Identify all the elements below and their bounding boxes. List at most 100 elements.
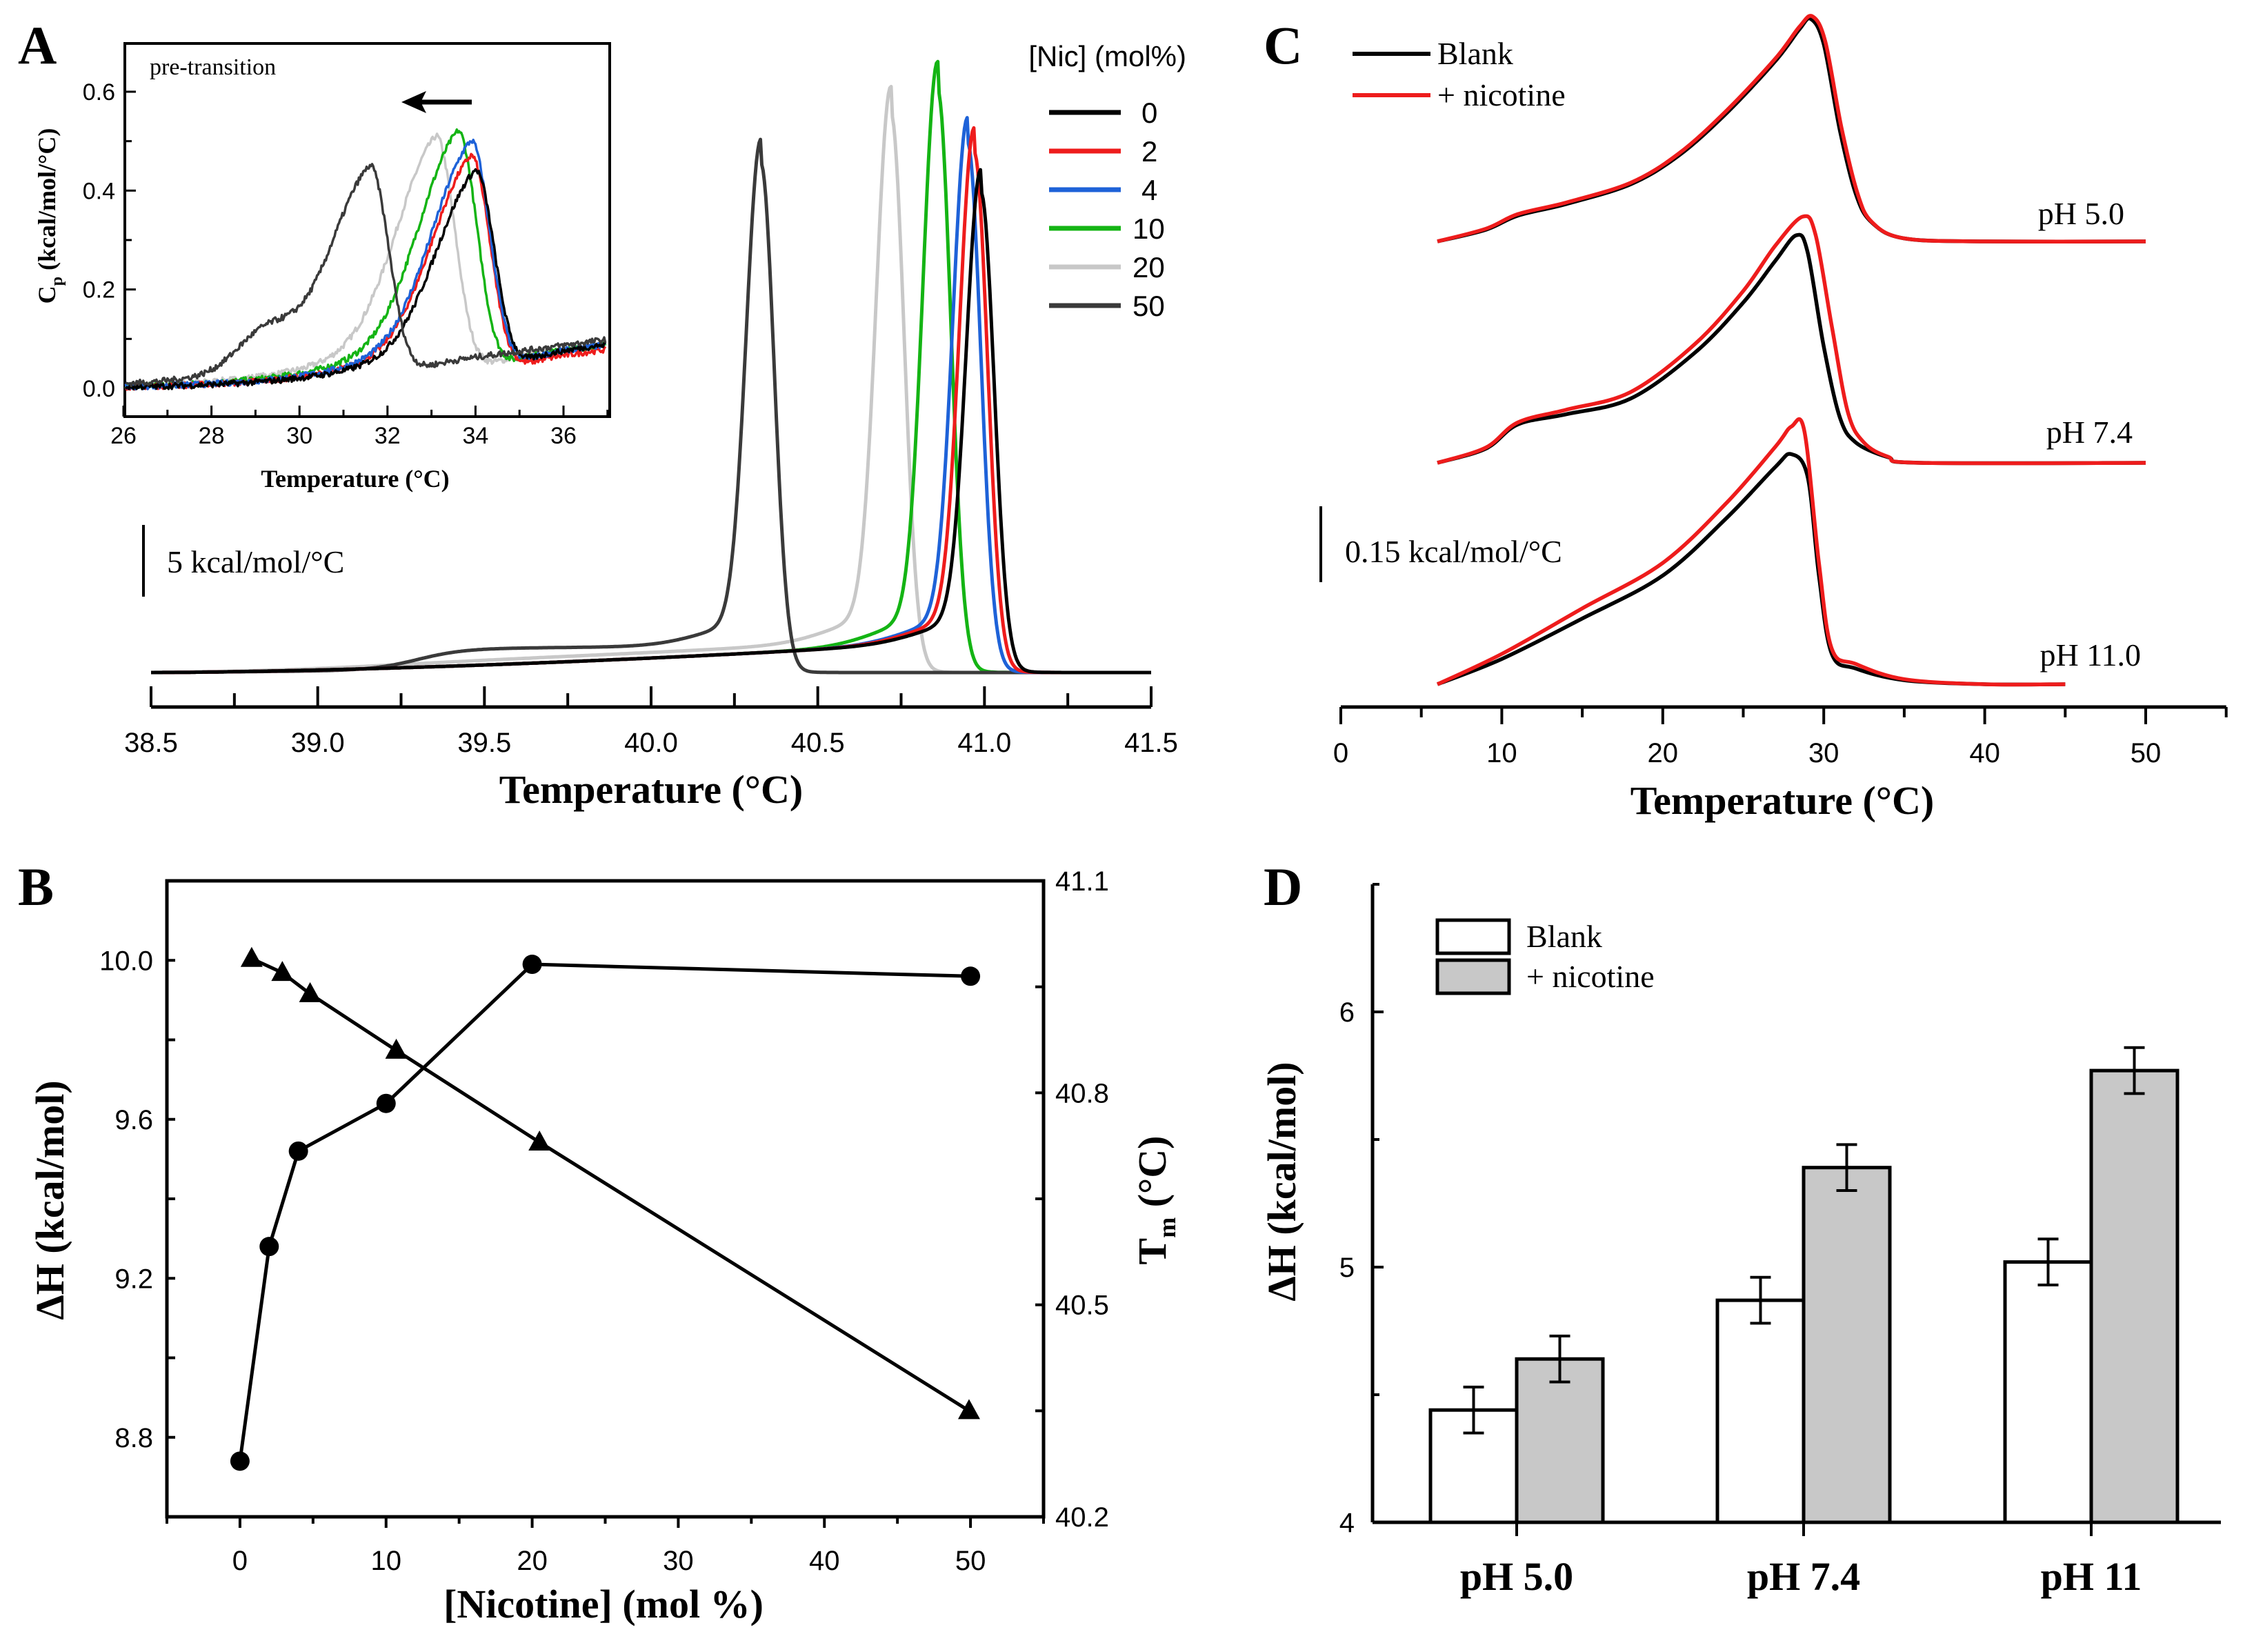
y-tick-label: 0.2 [83,277,115,303]
y-tick-label: 0.6 [83,79,115,106]
curve-nicotine-pH110 [1436,417,2066,687]
y-axis-title: Cp (kcal/mol/°C) [33,128,66,304]
y2-axis-title: Tm (°C) [1130,1136,1181,1265]
y-axis-title-rest: (kcal/mol/°C) [33,128,61,277]
x-tick-label: 30 [663,1546,694,1576]
data-point-circle [230,1451,250,1471]
y-axis-title-main: C [33,286,61,303]
data-point-circle [961,966,981,986]
curve-blank-pH74 [1437,232,2146,466]
y-tick-label: 10.0 [99,946,153,976]
legend-label: Blank [1526,919,1602,954]
x-tick-label: 30 [1808,738,1839,768]
legend-label: + nicotine [1526,959,1655,994]
category-label: pH 11 [2041,1554,2142,1599]
x-tick-label: 20 [517,1546,548,1576]
x-tick-label: 20 [1648,738,1679,768]
y2-tick-label: 40.2 [1055,1502,1109,1533]
y2-axis-title-part: m [1153,1217,1181,1238]
curve-label: pH 11.0 [2039,637,2141,673]
panel-b-scatter: 0 10 20 30 40 50 8.8 9.2 9.6 10.0 40.2 40.5 40.8 41.1… [28,866,1181,1626]
legend-label: 10 [1133,212,1165,245]
x-tick-label: 39.5 [457,728,511,758]
x-axis-title: Temperature (°C) [261,465,449,492]
data-point-circle [288,1141,308,1161]
y-tick-label: 0.0 [83,376,115,402]
x-tick-label: 10 [1486,738,1517,768]
x-tick-label: 39.0 [291,728,345,758]
data-point-triangle [271,961,294,982]
data-point-triangle [528,1131,551,1151]
x-tick-label: 28 [199,423,225,449]
y-tick-label: 9.6 [114,1105,153,1135]
scale-bar-label: 0.15 kcal/mol/°C [1345,534,1562,569]
curve-nic-0 [150,168,1152,675]
data-point-circle [522,955,542,975]
curve-label: pH 7.4 [2046,415,2133,450]
legend-label: 50 [1133,290,1165,322]
legend-label: 0 [1141,97,1157,129]
x-tick-label: 40 [1969,738,2000,768]
x-axis-title: Temperature (°C) [499,767,803,812]
arrow-left-icon [401,91,426,113]
legend-label: 4 [1141,174,1157,206]
x-tick-label: 10 [371,1546,402,1576]
y2-axis-title-part: (°C) [1130,1136,1175,1217]
legend-swatch [1435,958,1511,995]
y-tick-label: 8.8 [114,1423,153,1453]
scale-bar-label: 5 kcal/mol/°C [167,544,344,579]
inset-title: pre-transition [150,54,276,80]
y-tick-label: 6 [1339,997,1355,1028]
legend-swatch [1435,918,1511,955]
x-tick-label: 30 [286,423,312,449]
panel-label-d: D [1264,857,1302,917]
data-point-triangle [957,1399,980,1420]
panel-a-thermogram: 38.5 39.0 39.5 40.0 40.5 41.0 41.5 Temperature … [124,40,1186,812]
x-tick-label: 26 [110,423,137,449]
legend-title: [Nic] (mol%) [1028,40,1186,72]
bar-nicotine [2089,1068,2180,1524]
y-tick-label: 0.4 [83,178,115,204]
y-axis-title: ΔH (kcal/mol) [1259,1062,1304,1301]
x-axis-title: Temperature (°C) [1630,778,1934,823]
inset-curve-nic-0 [124,168,606,390]
x-tick-label: 36 [550,423,577,449]
y-tick-label: 4 [1339,1508,1355,1538]
x-tick-label: 0 [1333,738,1348,768]
bar-nicotine [1802,1166,1892,1524]
x-tick-label: 50 [955,1546,986,1576]
panel-c-thermogram: 0 10 20 30 40 50 Temperature (°C) 0.15 kcal/mol… [1319,14,2228,823]
y-tick-label: 5 [1339,1253,1355,1283]
x-tick-label: 40.5 [791,728,845,758]
legend-label: 20 [1133,251,1165,283]
series-line-circle [238,962,971,1462]
category-label: pH 5.0 [1460,1554,1573,1599]
data-point-triangle [240,946,263,967]
x-tick-label: 50 [2131,738,2162,768]
legend-label: Blank [1437,36,1513,71]
y2-tick-label: 40.8 [1055,1078,1109,1108]
x-tick-label: 34 [462,423,488,449]
panel-label-c: C [1264,15,1302,75]
panel-label-b: B [18,857,54,917]
bar-blank [2003,1260,2093,1524]
panel-label-a: A [18,15,57,75]
bar-blank [1715,1298,1806,1524]
panel-a-inset: 26 28 30 32 34 36 0.0 0.2 0.4 0.6 Temperature (°C)… [33,42,611,492]
panel-d-bar-chart: 4 5 6 ΔH (kcal/mol) pH 5.0 pH 7.4 pH 11 Blank + … [1259,883,2221,1599]
x-axis-title: [Nicotine] (mol %) [443,1582,764,1626]
curve-label: pH 5.0 [2038,196,2124,231]
x-tick-label: 32 [375,423,401,449]
data-point-circle [259,1237,279,1257]
y-tick-label: 9.2 [114,1264,153,1294]
bar-nicotine [1515,1357,1605,1524]
inset-curve-nic-50 [125,163,607,388]
x-tick-label: 38.5 [124,728,178,758]
y2-tick-label: 40.5 [1055,1291,1109,1321]
x-tick-label: 0 [232,1546,248,1576]
curve-nicotine-pH74 [1437,214,2146,466]
x-tick-label: 41.0 [957,728,1011,758]
data-point-triangle [385,1038,408,1059]
category-label: pH 7.4 [1747,1554,1860,1599]
